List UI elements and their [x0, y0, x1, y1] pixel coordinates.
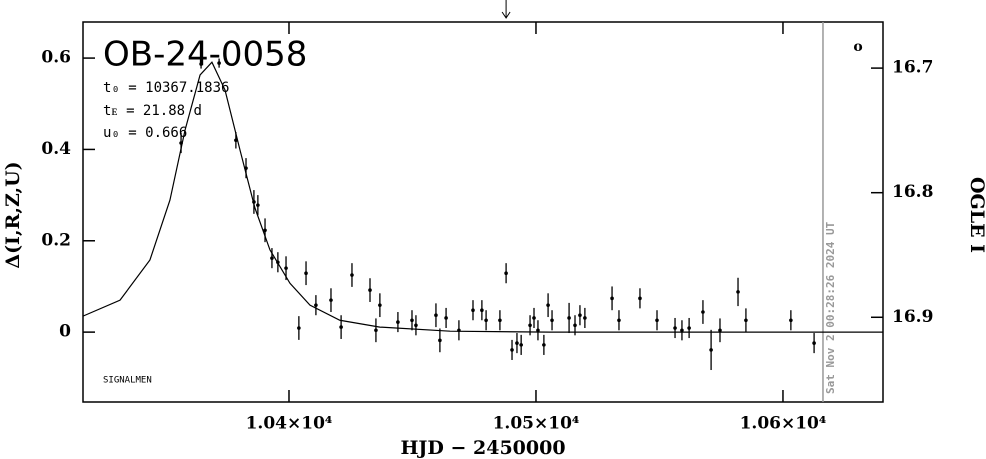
x-tick-label: 1.06×10⁴: [740, 414, 827, 434]
data-point: [263, 228, 267, 233]
data-point: [304, 271, 308, 276]
data-point: [410, 318, 414, 323]
data-point: [709, 348, 713, 352]
data-point: [378, 303, 382, 307]
data-point: [528, 323, 532, 328]
y-tick-label: 0.4: [41, 139, 71, 159]
data-point: [744, 318, 748, 323]
data-point: [567, 316, 571, 320]
data-point: [438, 338, 442, 343]
footnote: SIGNALMEN: [103, 376, 152, 386]
y2-tick-label: 16.9: [892, 307, 933, 327]
data-point: [256, 203, 260, 207]
data-point: [484, 318, 488, 323]
x-tick-label: 1.04×10⁴: [246, 414, 333, 434]
data-point: [736, 290, 740, 294]
data-point: [583, 316, 587, 320]
y-tick-label: 0.2: [41, 230, 71, 250]
x-tick-label: 1.05×10⁴: [493, 414, 580, 434]
data-point: [542, 343, 546, 347]
data-point: [532, 316, 536, 320]
chart-title: OB-24-0058: [103, 35, 307, 75]
y-tick-label: 0.6: [41, 48, 71, 68]
arrow: [501, 0, 511, 19]
data-point: [284, 266, 288, 270]
data-point: [515, 341, 519, 345]
data-point: [536, 328, 540, 333]
data-point: [270, 256, 274, 260]
time-marker-label: Sat Nov 2 00:28:26 2024 UT: [824, 221, 837, 394]
data-point: [812, 341, 816, 345]
data-point: [504, 271, 508, 276]
corner-mark: o: [853, 39, 862, 55]
data-point: [573, 323, 577, 328]
data-point: [339, 325, 343, 329]
data-point: [701, 310, 705, 314]
data-point: [329, 298, 333, 302]
data-point: [297, 326, 301, 330]
y-tick-label: 0: [59, 322, 71, 342]
x-axis-label: HJD − 2450000: [400, 437, 565, 459]
data-point: [546, 303, 550, 307]
param: tᴇ = 21.88 d: [103, 103, 202, 119]
param: t₀ = 10367.1836: [103, 80, 229, 96]
data-point: [350, 273, 354, 277]
plot-frame: [82, 21, 884, 403]
y2-tick-label: 16.8: [892, 182, 933, 202]
data-point: [434, 313, 438, 318]
y-axis-label: Δ(I,R,Z,U): [2, 161, 24, 268]
data-point: [655, 318, 659, 323]
data-point: [680, 328, 684, 333]
data-point: [510, 348, 514, 352]
data-point: [673, 326, 677, 330]
data-point: [610, 296, 614, 301]
data-point: [718, 328, 722, 333]
data-point: [687, 326, 691, 330]
data-point: [444, 316, 448, 320]
data-point: [578, 313, 582, 318]
data-point: [396, 320, 400, 324]
data-point: [550, 318, 554, 323]
data-point: [199, 62, 203, 66]
data-point: [471, 308, 475, 312]
y2-axis-label: OGLE I: [966, 177, 986, 253]
data-point: [374, 328, 378, 333]
data-point: [314, 303, 318, 307]
data-point: [217, 61, 221, 65]
y2-tick-label: 16.7: [892, 58, 933, 78]
data-point: [617, 318, 621, 323]
data-point: [638, 296, 642, 301]
param: u₀ = 0.666: [103, 125, 187, 141]
data-point: [368, 288, 372, 292]
data-point: [414, 323, 418, 328]
model-curve: [82, 61, 883, 333]
data-point: [498, 318, 502, 323]
data-point: [789, 318, 793, 323]
data-point: [519, 343, 523, 347]
data-point: [480, 308, 484, 312]
